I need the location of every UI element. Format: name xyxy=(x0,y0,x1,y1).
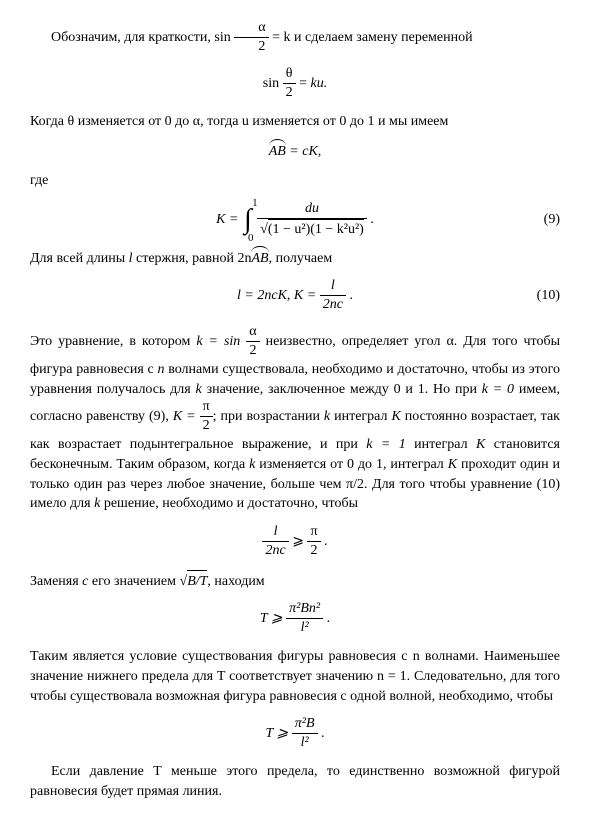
l-over-2nc-b: l2nc xyxy=(262,524,288,560)
sqrt-sign: √ xyxy=(180,574,188,589)
paragraph-4: Это уравнение, в котором k = sin α2 неиз… xyxy=(30,324,560,514)
integral-sign: ∫10 xyxy=(244,206,252,234)
eq10-lhs: l = 2ncK, K = xyxy=(237,289,320,304)
radicand: (1 − u²)(1 − k²u²) xyxy=(268,219,364,239)
sqrt-sign: √ xyxy=(260,222,268,237)
sqrt-bt: B/T xyxy=(187,570,207,592)
eq-number-9: (9) xyxy=(544,210,560,230)
k-eq-0: k = 0 xyxy=(482,382,514,397)
alpha-over-2: α2 xyxy=(234,20,268,56)
eq: = xyxy=(296,76,311,91)
equation-9: K = ∫10 du √(1 − u²)(1 − k²u²) . (9) xyxy=(30,201,560,239)
K: K xyxy=(448,457,457,472)
ge: ⩾ xyxy=(289,534,308,549)
text: ; при возрастании xyxy=(213,410,324,425)
text: изменяется от 0 до 1, интеграл xyxy=(255,457,447,472)
period: . xyxy=(367,212,374,227)
equation-arc-ab: AB = cK, xyxy=(30,142,560,162)
text: Обозначим, для краткости, sin xyxy=(51,30,234,45)
paragraph-1: Обозначим, для краткости, sin α2 = k и с… xyxy=(30,20,560,56)
text: Заменяя xyxy=(30,574,82,589)
pi-over-2: π2 xyxy=(200,399,213,435)
sin: sin xyxy=(263,76,283,91)
equation-T-ineq: T ⩾ π²Bn²l² . xyxy=(30,601,560,637)
l-over-2nc: l2nc xyxy=(320,278,346,314)
equals-k: = k xyxy=(269,30,291,45)
where-label: где xyxy=(30,171,560,191)
T-ge: T ⩾ xyxy=(265,726,291,741)
text: значение, заклю­ченное между 0 и 1. Но п… xyxy=(202,382,482,397)
eq-number-10: (10) xyxy=(537,287,560,307)
ku: ku. xyxy=(311,76,328,91)
paragraph-3: Для всей длины l стержня, равной 2nAB, п… xyxy=(30,249,560,269)
arc-ab: AB xyxy=(269,142,286,162)
K-eq: K = xyxy=(216,212,242,227)
period: . xyxy=(321,534,328,549)
alpha-over-2-b: α2 xyxy=(246,324,259,360)
period: . xyxy=(318,726,325,741)
K: K xyxy=(476,437,485,452)
equation-10: l = 2ncK, K = l2nc . (10) xyxy=(30,278,560,314)
equation-sin-theta: sin θ2 = ku. xyxy=(30,66,560,102)
text: и сделаем замену переменной xyxy=(290,30,472,45)
pi2B-over-l2: π²Bl² xyxy=(292,716,318,752)
equation-T-ineq-2: T ⩾ π²Bl² . xyxy=(30,716,560,752)
text: его значением xyxy=(88,574,179,589)
equation-ineq-1: l2nc ⩾ π2 . xyxy=(30,524,560,560)
text: стержня, равной 2n xyxy=(133,251,252,266)
paragraph-7: Если давление T меньше этого предела, то… xyxy=(30,762,560,801)
period: . xyxy=(346,289,353,304)
paragraph-6: Таким является условие существования фиг… xyxy=(30,647,560,706)
paragraph-5: Заменяя c его значением √B/T, находим xyxy=(30,570,560,592)
K: K xyxy=(391,410,400,425)
integrand: du √(1 − u²)(1 − k²u²) xyxy=(257,201,367,239)
text: , находим xyxy=(207,574,264,589)
pi2Bn2-over-l2: π²Bn²l² xyxy=(286,601,323,637)
text: Для всей длины xyxy=(30,251,129,266)
k-eq-1: k = 1 xyxy=(366,437,406,452)
text: интеграл xyxy=(406,437,476,452)
text: интеграл xyxy=(330,410,391,425)
text: решение, необходимо и достаточно, чтобы xyxy=(100,496,358,511)
eq-ck: = cK, xyxy=(286,144,322,159)
period: . xyxy=(323,612,330,627)
pi-over-2-b: π2 xyxy=(307,524,320,560)
T-ge: T ⩾ xyxy=(260,612,286,627)
text: , получаем xyxy=(269,251,333,266)
text: Это уравнение, в котором xyxy=(30,335,196,350)
k-eq-sin: k = sin xyxy=(196,335,246,350)
K-eq: K = xyxy=(173,410,200,425)
paragraph-2: Когда θ изменяется от 0 до α, тогда u из… xyxy=(30,112,560,132)
arc-ab-inline: AB xyxy=(251,249,268,269)
theta-over-2: θ2 xyxy=(283,66,296,102)
